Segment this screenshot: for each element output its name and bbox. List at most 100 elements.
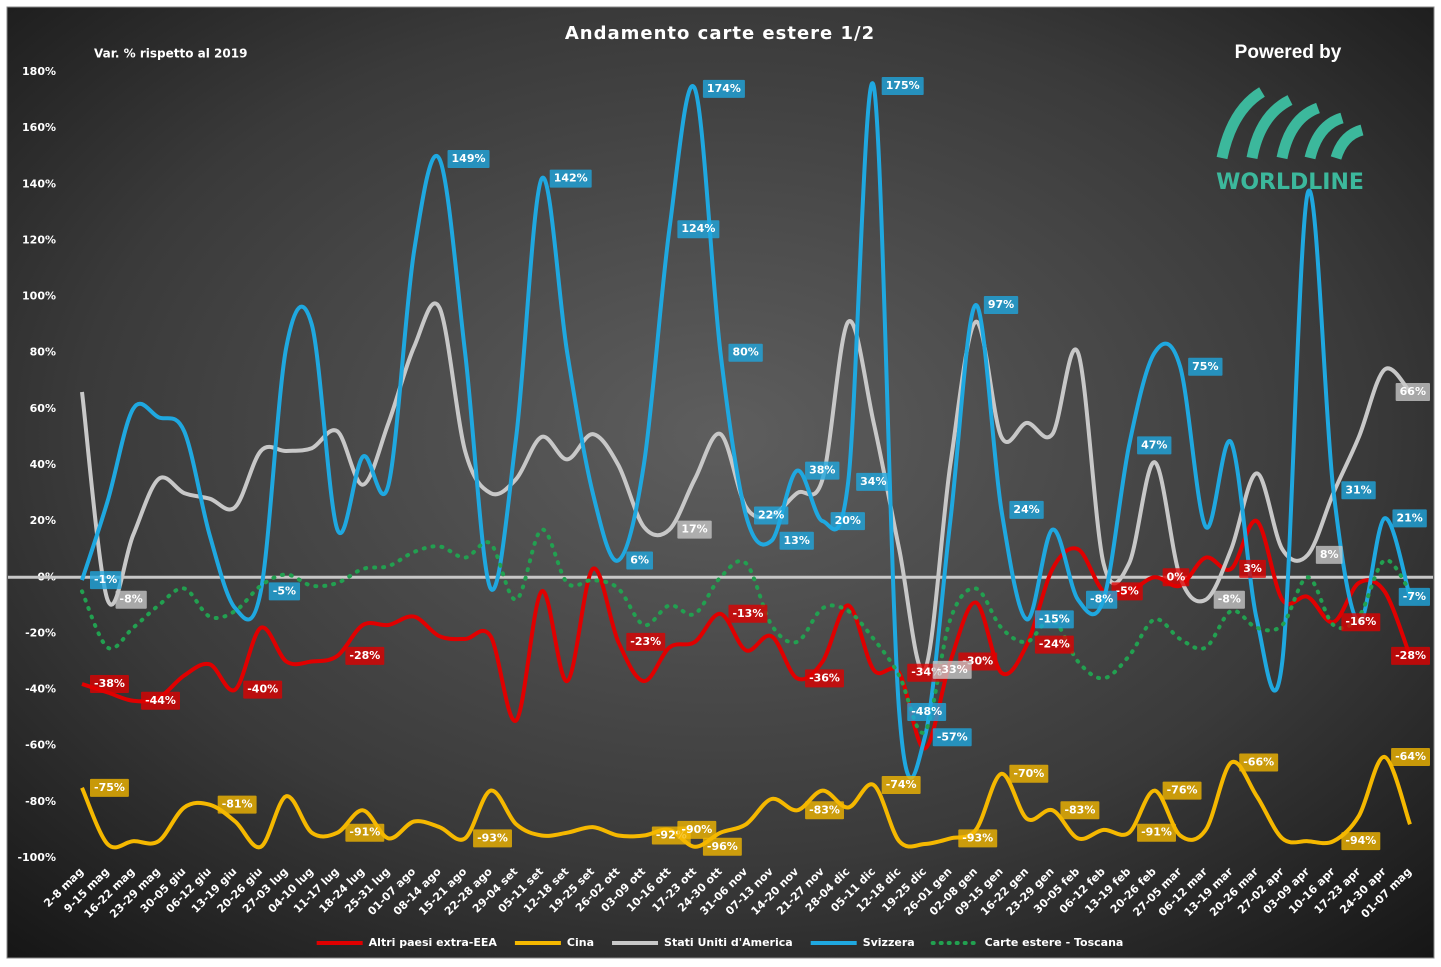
value-label: 22% bbox=[754, 506, 789, 525]
value-label-box bbox=[345, 646, 385, 665]
value-label-box bbox=[702, 837, 742, 856]
value-label-box bbox=[447, 150, 490, 169]
value-label-box bbox=[805, 801, 844, 820]
value-label: -33% bbox=[932, 660, 972, 679]
value-label: 0% bbox=[1162, 568, 1190, 587]
value-label: -7% bbox=[1398, 587, 1430, 606]
value-label-text: -70% bbox=[1013, 767, 1044, 780]
series-line bbox=[80, 81, 1412, 780]
value-label-text: -66% bbox=[1243, 756, 1274, 769]
value-label-text: -5% bbox=[1116, 584, 1139, 597]
value-label: 97% bbox=[983, 295, 1019, 314]
y-tick-label: 100% bbox=[22, 290, 56, 303]
legend-item: Stati Uniti d'America bbox=[612, 936, 793, 949]
value-label: -38% bbox=[90, 674, 129, 693]
value-label: -13% bbox=[728, 604, 768, 623]
value-label: -8% bbox=[1086, 590, 1118, 609]
y-tick-label: -20% bbox=[25, 626, 56, 639]
value-label: -76% bbox=[1162, 781, 1202, 800]
value-label-box bbox=[1391, 747, 1430, 766]
value-label-box bbox=[958, 829, 998, 848]
value-label-box bbox=[702, 79, 745, 98]
value-label-box bbox=[243, 680, 283, 699]
value-label-text: -8% bbox=[120, 593, 143, 606]
value-label-text: -16% bbox=[1345, 615, 1376, 628]
value-label-box bbox=[805, 461, 840, 480]
value-label-text: 24% bbox=[1013, 503, 1039, 516]
value-label-box bbox=[779, 531, 814, 550]
value-label-box bbox=[1086, 590, 1118, 609]
value-label-text: -64% bbox=[1395, 750, 1426, 763]
y-tick-label: 180% bbox=[22, 65, 56, 78]
legend-item: Cina bbox=[514, 936, 594, 949]
y-tick-label: -40% bbox=[25, 683, 56, 696]
value-label-text: 142% bbox=[554, 172, 588, 185]
series-line bbox=[80, 527, 1412, 735]
value-label-box bbox=[983, 295, 1019, 314]
value-label-text: -93% bbox=[962, 831, 993, 844]
value-label: -96% bbox=[702, 837, 742, 856]
value-label-text: 13% bbox=[784, 534, 810, 547]
legend-label: Altri paesi extra-EEA bbox=[369, 936, 498, 949]
value-label-text: -91% bbox=[349, 826, 380, 839]
value-label: -66% bbox=[1239, 753, 1279, 772]
value-label-text: -8% bbox=[1218, 593, 1241, 606]
value-label: 142% bbox=[549, 169, 592, 188]
value-label-text: -33% bbox=[937, 663, 968, 676]
value-label-box bbox=[1162, 568, 1190, 587]
value-label-box bbox=[1034, 610, 1074, 629]
value-label-box bbox=[677, 820, 717, 839]
value-label: -57% bbox=[932, 728, 972, 747]
value-label-box bbox=[881, 776, 921, 795]
value-label-text: -83% bbox=[809, 803, 840, 816]
value-label-box bbox=[90, 778, 129, 797]
value-label-text: 34% bbox=[860, 475, 886, 488]
value-label: -24% bbox=[1034, 635, 1074, 654]
value-label: -8% bbox=[1213, 590, 1245, 609]
value-label-box bbox=[1341, 481, 1376, 500]
value-label-box bbox=[754, 506, 789, 525]
value-label: 6% bbox=[626, 551, 653, 570]
value-label-box bbox=[881, 77, 924, 96]
value-label: 31% bbox=[1341, 481, 1376, 500]
value-label: -91% bbox=[1137, 823, 1176, 842]
value-label-text: 97% bbox=[988, 298, 1014, 311]
legend-item: Carte estere - Toscana bbox=[930, 936, 1123, 949]
value-label-text: 21% bbox=[1396, 511, 1422, 524]
legend-item: Altri paesi extra-EEA bbox=[316, 936, 498, 949]
value-label: 47% bbox=[1137, 436, 1172, 455]
value-label-text: -76% bbox=[1167, 784, 1198, 797]
value-label-text: -96% bbox=[707, 840, 738, 853]
value-label-text: -90% bbox=[681, 823, 712, 836]
value-label-text: 6% bbox=[630, 553, 649, 566]
value-label-box bbox=[268, 582, 301, 601]
value-label: 20% bbox=[830, 512, 865, 531]
value-label-box bbox=[932, 728, 972, 747]
value-label-text: 124% bbox=[681, 222, 715, 235]
value-label: 124% bbox=[677, 220, 720, 239]
y-tick-label: 140% bbox=[22, 177, 56, 190]
value-label-text: -81% bbox=[222, 798, 253, 811]
value-label-box bbox=[1392, 509, 1427, 528]
legend-label: Stati Uniti d'America bbox=[664, 936, 793, 949]
value-label: 66% bbox=[1395, 383, 1430, 402]
value-label-text: -23% bbox=[630, 635, 661, 648]
y-tick-label: 160% bbox=[22, 121, 56, 134]
value-label-text: -93% bbox=[477, 831, 508, 844]
value-label: -15% bbox=[1034, 610, 1074, 629]
value-label-box bbox=[1398, 587, 1430, 606]
value-label-text: -44% bbox=[145, 694, 176, 707]
y-tick-label: -100% bbox=[17, 851, 56, 864]
value-label-text: 47% bbox=[1141, 438, 1167, 451]
value-label-text: -13% bbox=[732, 607, 763, 620]
value-label: 174% bbox=[702, 79, 745, 98]
worldline-logo-text: WORLDLINE bbox=[1216, 170, 1364, 195]
value-label: -81% bbox=[217, 795, 257, 814]
value-label-box bbox=[856, 472, 891, 491]
value-label: 149% bbox=[447, 150, 490, 169]
powered-by: Powered by bbox=[1235, 42, 1342, 63]
value-label-text: 80% bbox=[732, 346, 758, 359]
value-label-box bbox=[473, 829, 512, 848]
